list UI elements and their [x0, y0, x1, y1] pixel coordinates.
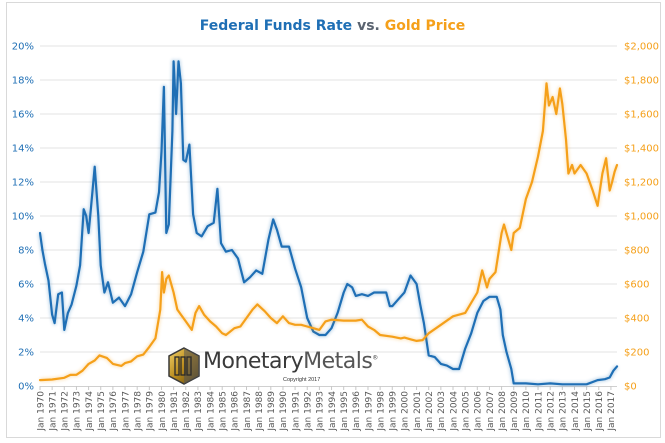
federal-funds-rate-line	[38, 60, 619, 386]
x-tick-label: Jan 1993	[316, 391, 326, 432]
x-tick-label: Jan 2005	[461, 391, 471, 432]
x-tick-label: Jan 1981	[170, 391, 180, 432]
y-left-tick-label: 6%	[18, 280, 34, 291]
copyright-text: Copyright 2017	[283, 377, 321, 383]
y-right-tick-label: $600	[624, 280, 649, 291]
x-tick-label: Jan 2014	[571, 391, 581, 432]
y-left-tick-label: 8%	[18, 246, 34, 257]
y-right-tick-label: $2,000	[624, 42, 659, 53]
x-tick-label: Jan 1978	[133, 391, 143, 432]
x-tick-label: Jan 2003	[437, 391, 447, 432]
x-tick-label: Jan 1972	[61, 391, 71, 432]
x-tick-label: Jan 2013	[559, 391, 569, 432]
x-tick-label: Jan 2001	[413, 391, 423, 432]
y-right-tick-label: $0	[624, 382, 637, 393]
y-left-tick-label: 0%	[18, 382, 34, 393]
x-tick-label: Jan 1977	[121, 391, 131, 432]
y-right-tick-label: $1,000	[624, 212, 659, 223]
x-tick-label: Jan 1985	[219, 391, 229, 432]
y-left-tick-label: 16%	[12, 110, 34, 121]
y-right-tick-label: $1,800	[624, 76, 659, 87]
x-tick-label: Jan 1991	[291, 391, 301, 432]
gold-price-line	[38, 82, 619, 382]
y-left-tick-label: 12%	[12, 178, 34, 189]
logo-word-metals: Metals	[303, 349, 373, 374]
x-tick-label: Jan 2015	[583, 391, 593, 432]
x-tick-label: Jan 2006	[474, 391, 484, 432]
x-tick-label: Jan 2004	[449, 391, 459, 432]
x-tick-label: Jan 2007	[486, 391, 496, 432]
logo-wordmark: MonetaryMetals®	[203, 349, 378, 374]
x-tick-label: Jan 2009	[510, 391, 520, 432]
x-tick-label: Jan 2008	[498, 391, 508, 432]
x-tick-label: Jan 1995	[340, 391, 350, 432]
x-tick-label: Jan 1986	[231, 391, 241, 432]
x-tick-label: Jan 1988	[255, 391, 265, 432]
y-right-tick-label: $1,400	[624, 144, 659, 155]
x-tick-label: Jan 1982	[182, 391, 192, 432]
x-tick-label: Jan 1987	[243, 391, 253, 432]
x-tick-label: Jan 1983	[194, 391, 204, 432]
title-series1: Federal Funds Rate	[199, 18, 353, 34]
chart-title: Federal Funds Rate vs. Gold Price	[0, 18, 665, 34]
title-joiner: vs.	[357, 18, 380, 34]
x-tick-label: Jan 1971	[48, 391, 58, 432]
x-tick-label: Jan 1974	[85, 391, 95, 432]
y-right-tick-label: $1,200	[624, 178, 659, 189]
y-left-tick-label: 18%	[12, 76, 34, 87]
x-tick-label: Jan 1984	[206, 391, 216, 432]
y-left-tick-label: 20%	[12, 42, 34, 53]
x-tick-label: Jan 1996	[352, 391, 362, 432]
x-tick-label: Jan 1989	[267, 391, 277, 432]
registered-mark: ®	[372, 354, 378, 362]
x-tick-label: Jan 1994	[328, 391, 338, 432]
monetary-metals-logo: MonetaryMetals® Copyright 2017	[167, 347, 378, 387]
y-left-tick-label: 4%	[18, 314, 34, 325]
x-tick-label: Jan 1990	[279, 391, 289, 432]
y-right-tick-label: $400	[624, 314, 649, 325]
x-tick-label: Jan 1970	[36, 391, 46, 432]
y-left-tick-label: 10%	[12, 212, 34, 223]
x-tick-label: Jan 1973	[73, 391, 83, 432]
x-tick-label: Jan 2011	[534, 391, 544, 432]
y-left-tick-label: 14%	[12, 144, 34, 155]
x-tick-label: Jan 2002	[425, 391, 435, 432]
x-tick-label: Jan 2010	[522, 391, 532, 432]
federal-funds-rate-glow	[38, 59, 619, 387]
gold-price-glow	[39, 81, 619, 383]
x-tick-label: Jan 1975	[97, 391, 107, 432]
x-tick-label: Jan 1976	[109, 391, 119, 432]
x-tick-label: Jan 2017	[607, 391, 617, 432]
y-right-tick-label: $1,600	[624, 110, 659, 121]
logo-word-monetary: Monetary	[203, 349, 304, 374]
x-tick-label: Jan 2016	[595, 391, 605, 432]
x-tick-label: Jan 2000	[401, 391, 411, 432]
x-tick-label: Jan 1979	[146, 391, 156, 432]
chart-frame	[6, 2, 661, 438]
title-series2: Gold Price	[384, 18, 466, 34]
x-tick-label: Jan 1999	[389, 391, 399, 432]
y-left-tick-label: 2%	[18, 348, 34, 359]
x-tick-label: Jan 2012	[546, 391, 556, 432]
y-right-tick-label: $200	[624, 348, 649, 359]
x-tick-label: Jan 1980	[158, 391, 168, 432]
y-right-tick-label: $800	[624, 246, 649, 257]
x-tick-label: Jan 1997	[364, 391, 374, 432]
logo-emblem-icon	[168, 347, 200, 385]
x-tick-label: Jan 1998	[376, 391, 386, 432]
x-tick-label: Jan 1992	[304, 391, 314, 432]
